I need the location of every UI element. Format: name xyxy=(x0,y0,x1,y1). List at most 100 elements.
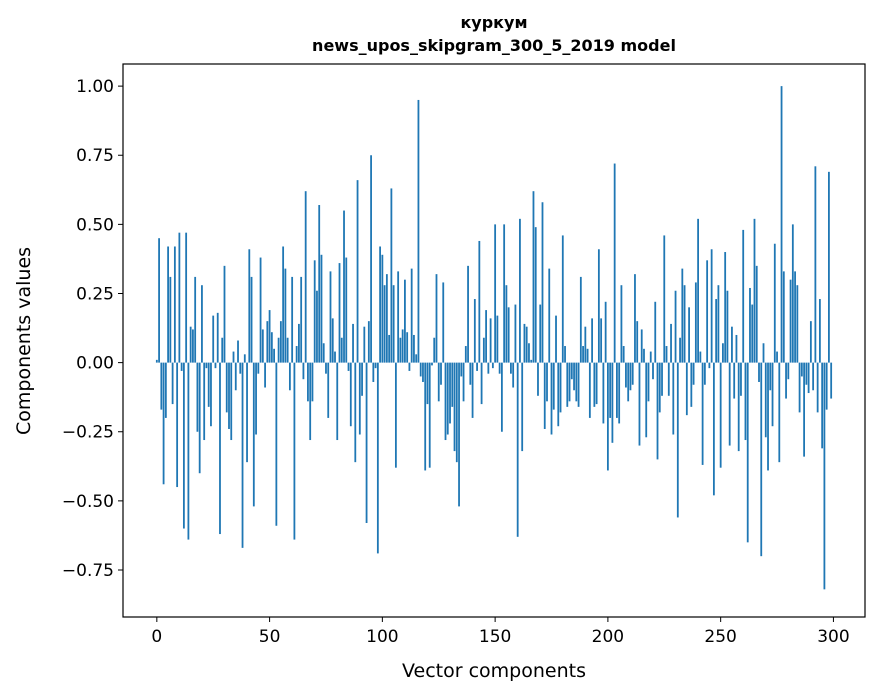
bar-141 xyxy=(473,299,476,363)
bar-264 xyxy=(751,304,754,363)
bar-202 xyxy=(611,362,614,443)
bar-36 xyxy=(237,340,239,363)
bar-118 xyxy=(422,362,424,382)
bar-165 xyxy=(528,343,530,363)
x-tick-label: 100 xyxy=(366,627,398,647)
bar-248 xyxy=(715,299,718,363)
bar-181 xyxy=(564,346,566,363)
bar-256 xyxy=(733,362,736,399)
bar-23 xyxy=(207,362,210,407)
bar-278 xyxy=(782,271,785,363)
bar-217 xyxy=(645,362,648,438)
bar-31 xyxy=(225,362,228,413)
bar-144 xyxy=(480,362,483,405)
bar-136 xyxy=(462,362,465,402)
bar-299 xyxy=(830,362,833,399)
bar-274 xyxy=(773,243,776,363)
bar-236 xyxy=(688,307,690,363)
bar-244 xyxy=(706,260,709,363)
bar-60 xyxy=(291,276,294,363)
bar-25 xyxy=(212,315,215,363)
bar-170 xyxy=(539,304,542,363)
bar-258 xyxy=(737,362,740,452)
bar-18 xyxy=(196,362,199,432)
bar-100 xyxy=(381,254,384,363)
bar-184 xyxy=(570,362,573,380)
bar-56 xyxy=(282,246,285,363)
x-axis-label: Vector components xyxy=(402,660,586,682)
bar-61 xyxy=(293,362,296,540)
bar-194 xyxy=(593,362,596,407)
bar-245 xyxy=(708,362,711,369)
bar-102 xyxy=(385,274,388,363)
bar-124 xyxy=(435,274,438,363)
bar-253 xyxy=(726,290,729,363)
bar-151 xyxy=(496,315,499,363)
y-tick-label: −0.50 xyxy=(62,492,114,512)
bar-11 xyxy=(180,362,183,371)
bar-210 xyxy=(629,362,632,391)
bar-92 xyxy=(363,326,366,363)
bar-172 xyxy=(543,362,546,429)
bar-280 xyxy=(787,362,790,380)
bar-213 xyxy=(636,321,639,363)
bar-135 xyxy=(460,362,463,377)
bar-68 xyxy=(309,362,312,441)
bar-276 xyxy=(778,362,781,463)
bar-191 xyxy=(586,348,589,363)
bar-182 xyxy=(566,362,569,407)
bar-42 xyxy=(250,276,253,363)
bar-260 xyxy=(742,229,745,363)
bar-185 xyxy=(573,362,575,391)
bar-63 xyxy=(298,323,300,363)
bar-140 xyxy=(471,362,474,418)
bar-166 xyxy=(530,359,533,363)
bar-4 xyxy=(164,362,167,418)
bar-104 xyxy=(390,188,393,363)
bar-66 xyxy=(304,191,307,363)
bar-50 xyxy=(268,310,271,363)
bar-156 xyxy=(507,307,510,363)
bar-20 xyxy=(201,285,203,363)
bar-105 xyxy=(392,285,395,363)
chart-title: куркум xyxy=(460,13,527,32)
bar-29 xyxy=(221,337,224,363)
bar-98 xyxy=(376,362,379,554)
bar-239 xyxy=(694,282,697,363)
bar-268 xyxy=(760,362,763,557)
bar-297 xyxy=(825,362,828,410)
bar-27 xyxy=(216,312,219,363)
bar-117 xyxy=(419,362,422,377)
bar-161 xyxy=(519,218,521,363)
bar-125 xyxy=(437,362,440,402)
bar-257 xyxy=(735,334,738,363)
bar-112 xyxy=(408,362,411,371)
bar-90 xyxy=(358,362,361,435)
bar-211 xyxy=(631,362,634,385)
x-tick-label: 50 xyxy=(259,627,281,647)
bar-119 xyxy=(424,362,427,471)
bar-137 xyxy=(464,346,467,363)
bar-2 xyxy=(160,362,163,410)
bar-130 xyxy=(449,362,451,424)
bar-85 xyxy=(347,362,350,371)
plot-frame xyxy=(122,63,866,618)
bar-108 xyxy=(399,337,402,363)
bar-7 xyxy=(171,362,174,405)
bar-249 xyxy=(717,285,720,363)
bar-114 xyxy=(413,334,415,363)
bar-38 xyxy=(241,362,244,548)
bar-131 xyxy=(451,362,454,407)
bar-52 xyxy=(273,348,275,363)
bar-84 xyxy=(345,257,348,363)
bar-13 xyxy=(185,232,188,363)
y-tick-label: −0.75 xyxy=(62,561,114,581)
bar-32 xyxy=(228,362,230,429)
bar-168 xyxy=(534,227,537,363)
bar-204 xyxy=(616,362,618,418)
bar-8 xyxy=(173,246,176,363)
bar-116 xyxy=(417,99,420,363)
bar-195 xyxy=(595,362,598,405)
